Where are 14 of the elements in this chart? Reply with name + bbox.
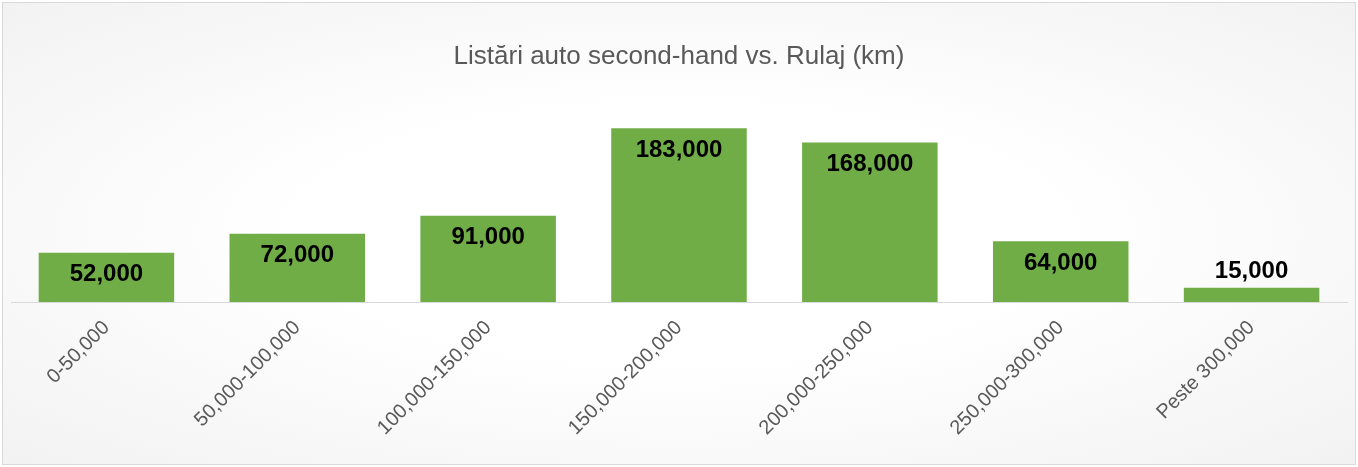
data-label: 52,000 bbox=[69, 259, 144, 287]
data-label: 91,000 bbox=[451, 222, 525, 250]
bar bbox=[611, 128, 747, 303]
data-label: 168,000 bbox=[826, 149, 914, 177]
data-label: 183,000 bbox=[635, 134, 723, 162]
bar bbox=[420, 215, 556, 303]
bar bbox=[229, 233, 366, 303]
bar bbox=[802, 142, 938, 303]
data-label: 72,000 bbox=[260, 240, 334, 268]
bar bbox=[992, 241, 1129, 303]
data-label: 15,000 bbox=[1214, 256, 1289, 284]
chart-title: Listări auto second-hand vs. Rulaj (km) bbox=[453, 39, 905, 70]
data-label: 64,000 bbox=[1024, 247, 1098, 275]
bar bbox=[1183, 287, 1320, 303]
